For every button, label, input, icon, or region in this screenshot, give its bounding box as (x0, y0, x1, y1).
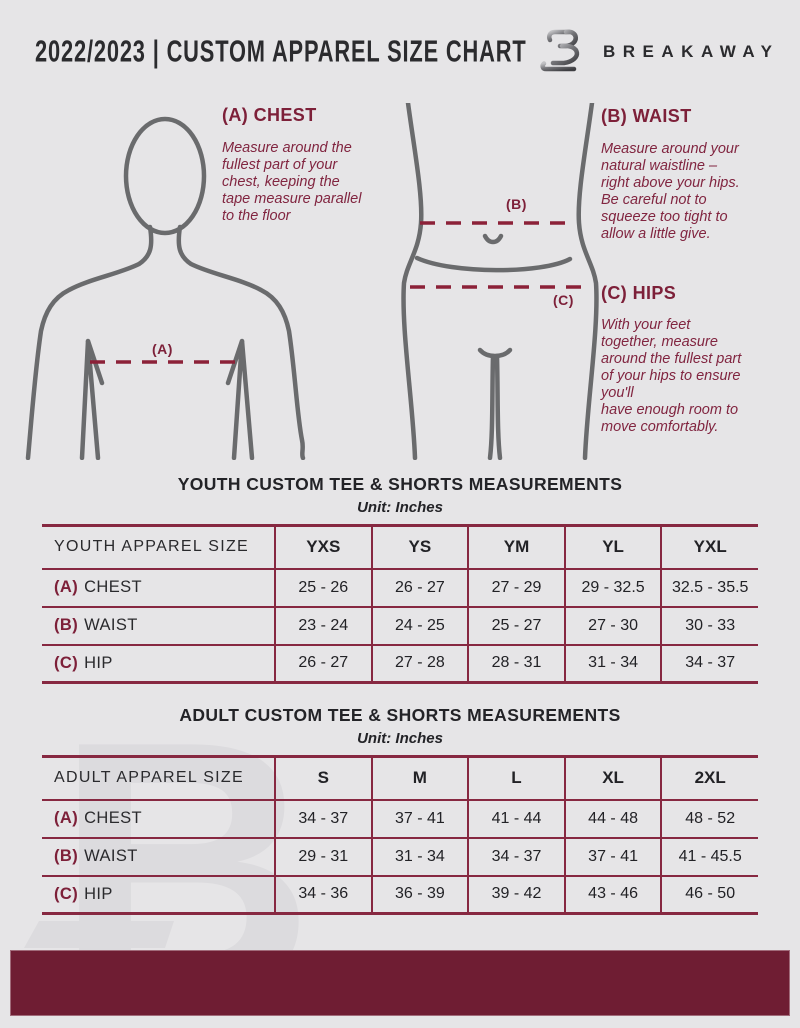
measurement-cell: 29 - 32.5 (563, 567, 662, 607)
footer-band (10, 950, 790, 1016)
measurement-cell: 34 - 37 (274, 798, 372, 838)
adult-header-row: ADULT APPAREL SIZE S M L XL 2XL (42, 756, 758, 800)
size-header: YL (563, 525, 662, 569)
size-header: S (274, 756, 372, 800)
size-header: M (370, 756, 469, 800)
measurement-cell: 32.5 - 35.5 (660, 567, 758, 607)
measurement-cell: 44 - 48 (563, 798, 662, 838)
measurement-cell: 41 - 45.5 (660, 836, 758, 876)
measurement-cell: 25 - 26 (274, 567, 372, 607)
measurement-cell: 27 - 30 (563, 605, 662, 645)
measurement-cell: 43 - 46 (563, 874, 662, 914)
page-title: 2022/2023 | CUSTOM APPAREL SIZE CHART (35, 33, 527, 69)
size-header: XL (563, 756, 662, 800)
measurement-cell: 26 - 27 (274, 643, 372, 683)
table-row: (C) HIP 34 - 36 36 - 39 39 - 42 43 - 46 4… (42, 874, 758, 914)
measurement-cell: 27 - 29 (467, 567, 565, 607)
youth-table-unit: Unit: Inches (357, 499, 443, 516)
youth-size-table: YOUTH APPAREL SIZE YXS YS YM YL YXL (A) C… (42, 524, 758, 684)
adult-table-title: ADULT CUSTOM TEE & SHORTS MEASUREMENTS (179, 705, 621, 725)
measurement-cell: 37 - 41 (370, 798, 469, 838)
chest-marker-label: (A) (152, 341, 173, 357)
measurement-cell: 27 - 28 (370, 643, 469, 683)
table-row: (B) WAIST 29 - 31 31 - 34 34 - 37 37 - 41… (42, 836, 758, 876)
lower-body-figure (401, 103, 599, 460)
chest-instructions: Measure around the fullest part of your … (222, 140, 362, 224)
measurement-cell: 25 - 27 (467, 605, 565, 645)
size-header: YXS (274, 525, 372, 569)
measurement-cell: 31 - 34 (563, 643, 662, 683)
row-label: (A) CHEST (42, 567, 275, 607)
waist-instructions: Measure around your natural waistline – … (601, 141, 740, 242)
adult-table-unit: Unit: Inches (357, 730, 443, 747)
row-label: (B) WAIST (42, 836, 275, 876)
size-header: YXL (660, 525, 758, 569)
waist-heading: (B) WAIST (601, 106, 692, 126)
youth-table-title: YOUTH CUSTOM TEE & SHORTS MEASUREMENTS (177, 474, 623, 494)
measurement-cell: 46 - 50 (660, 874, 758, 914)
youth-header-row: YOUTH APPAREL SIZE YXS YS YM YL YXL (42, 525, 758, 569)
measurement-cell: 28 - 31 (467, 643, 565, 683)
youth-size-label-header: YOUTH APPAREL SIZE (54, 538, 250, 556)
upper-body-figure (25, 116, 306, 460)
adult-size-table: ADULT APPAREL SIZE S M L XL 2XL (A) CHEST… (42, 755, 758, 915)
brand-name: BREAKAWAY (603, 42, 780, 61)
table-row: (B) WAIST 23 - 24 24 - 25 25 - 27 27 - 30… (42, 605, 758, 645)
measurement-cell: 34 - 36 (274, 874, 372, 914)
table-row: (A) CHEST 34 - 37 37 - 41 41 - 44 44 - 48… (42, 798, 758, 838)
row-label: (C) HIP (42, 643, 275, 683)
hips-heading: (C) HIPS (601, 283, 677, 303)
measurement-cell: 23 - 24 (274, 605, 372, 645)
breakaway-watermark-swoosh (24, 921, 174, 948)
chest-heading: (A) CHEST (222, 105, 317, 125)
measurement-cell: 39 - 42 (467, 874, 565, 914)
size-header: L (467, 756, 565, 800)
size-header: YM (467, 525, 565, 569)
measurement-cell: 31 - 34 (370, 836, 469, 876)
waist-marker-label: (B) (506, 196, 527, 212)
measurement-cell: 34 - 37 (660, 643, 758, 683)
row-label: (C) HIP (42, 874, 275, 914)
size-header: 2XL (660, 756, 758, 800)
adult-size-label-header: ADULT APPAREL SIZE (54, 769, 244, 787)
measurement-cell: 48 - 52 (660, 798, 758, 838)
measurement-cell: 29 - 31 (274, 836, 372, 876)
measurement-cell: 37 - 41 (563, 836, 662, 876)
table-row: (C) HIP 26 - 27 27 - 28 28 - 31 31 - 34 3… (42, 643, 758, 683)
measurement-cell: 24 - 25 (370, 605, 469, 645)
measurement-cell: 41 - 44 (467, 798, 565, 838)
table-row: (A) CHEST 25 - 26 26 - 27 27 - 29 29 - 32… (42, 567, 758, 607)
measurement-cell: 26 - 27 (370, 567, 469, 607)
row-label: (A) CHEST (42, 798, 275, 838)
hips-instructions: With your feet together, measure around … (601, 317, 742, 435)
measurement-cell: 34 - 37 (467, 836, 565, 876)
measurement-cell: 36 - 39 (370, 874, 469, 914)
row-label: (B) WAIST (42, 605, 275, 645)
size-header: YS (370, 525, 469, 569)
hips-marker-label: (C) (553, 292, 574, 308)
measurement-cell: 30 - 33 (660, 605, 758, 645)
breakaway-logo-icon (540, 29, 580, 72)
